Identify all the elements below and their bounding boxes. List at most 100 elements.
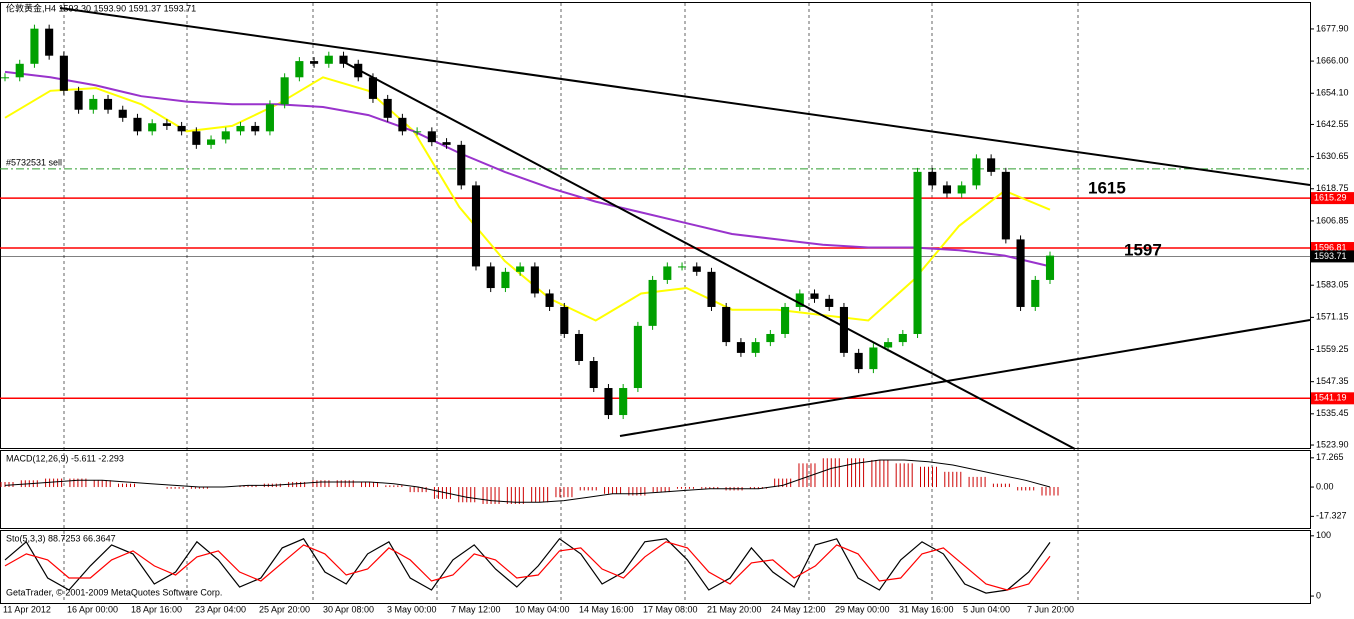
x-tick-label: 10 May 04:00 bbox=[515, 604, 570, 614]
candle bbox=[398, 117, 407, 132]
candle bbox=[59, 55, 68, 91]
price-label-box bbox=[1311, 192, 1354, 205]
candle bbox=[280, 77, 289, 105]
candle bbox=[942, 185, 952, 194]
candle bbox=[648, 279, 657, 326]
candle bbox=[89, 98, 98, 110]
x-tick-label: 3 May 00:00 bbox=[387, 604, 437, 614]
candle bbox=[957, 185, 966, 194]
x-tick-label: 23 Apr 04:00 bbox=[195, 604, 246, 614]
stoch-title: Sto(5,3,3) 88.7253 66.3647 bbox=[6, 533, 116, 543]
candle bbox=[928, 171, 937, 186]
candle bbox=[192, 131, 201, 145]
candle bbox=[1001, 171, 1010, 240]
candle bbox=[869, 347, 878, 370]
candle bbox=[295, 61, 304, 78]
candle bbox=[324, 55, 333, 64]
x-tick-label: 21 May 20:00 bbox=[707, 604, 762, 614]
price-label: 1541.19 bbox=[1314, 393, 1347, 403]
candle bbox=[810, 293, 819, 299]
y-tick-label: 1642.55 bbox=[1316, 119, 1349, 129]
candle bbox=[633, 325, 642, 389]
footer: GetaTrader, © 2001-2009 MetaQuotes Softw… bbox=[6, 587, 222, 597]
y-tick-label: 1654.10 bbox=[1316, 88, 1349, 98]
candle bbox=[766, 333, 775, 343]
x-tick-label: 29 May 00:00 bbox=[835, 604, 890, 614]
moving-average bbox=[4, 70, 1051, 268]
candle bbox=[516, 266, 525, 272]
x-tick-label: 7 May 12:00 bbox=[451, 604, 501, 614]
price-label: 1593.71 bbox=[1314, 251, 1347, 261]
y-tick-label: 1618.75 bbox=[1316, 183, 1349, 193]
candle bbox=[751, 342, 760, 353]
candle bbox=[103, 98, 113, 110]
y-tick-label: 1606.85 bbox=[1316, 215, 1349, 225]
candle bbox=[781, 306, 790, 334]
x-tick-label: 5 Jun 04:00 bbox=[963, 604, 1010, 614]
candle bbox=[413, 131, 422, 133]
x-tick-label: 31 May 16:00 bbox=[899, 604, 954, 614]
price-label-box bbox=[1311, 250, 1354, 263]
candle bbox=[45, 28, 54, 56]
stoch-line bbox=[4, 541, 1051, 591]
annotation: 1597 bbox=[1124, 240, 1162, 259]
candle bbox=[1045, 255, 1055, 280]
candle bbox=[486, 266, 495, 289]
candle bbox=[898, 333, 907, 343]
trend-line bbox=[59, 7, 1311, 186]
candle bbox=[707, 271, 716, 307]
annotation: 1615 bbox=[1088, 178, 1126, 197]
candle bbox=[722, 306, 731, 343]
x-tick-label: 24 May 12:00 bbox=[771, 604, 826, 614]
candle bbox=[619, 388, 628, 416]
candle bbox=[604, 388, 613, 416]
frame bbox=[0, 2, 1311, 604]
y-tick-label: 1559.25 bbox=[1316, 344, 1349, 354]
header: 伦敦黄金,H4 1593.30 1593.90 1591.37 1593.71 bbox=[6, 2, 196, 13]
candle bbox=[251, 125, 260, 132]
macd-panel bbox=[0, 450, 1311, 529]
y-tick-label: 1677.90 bbox=[1316, 23, 1349, 33]
y-tick-label: 0 bbox=[1316, 590, 1321, 600]
candle bbox=[148, 123, 157, 132]
candle bbox=[1031, 279, 1040, 307]
order-label: #5732531 sell bbox=[6, 157, 62, 167]
candle bbox=[133, 117, 142, 132]
candle bbox=[692, 266, 701, 272]
stoch-panel bbox=[0, 530, 1311, 604]
candle bbox=[972, 158, 981, 186]
y-tick-label: 1571.15 bbox=[1316, 312, 1349, 322]
y-tick-label: 1547.35 bbox=[1316, 376, 1349, 386]
x-tick-label: 16 Apr 00:00 bbox=[67, 604, 118, 614]
plot: 1677.90 1666.00 1654.10 1642.55 1630.65 1618.… bbox=[0, 23, 1354, 614]
candle bbox=[177, 125, 186, 132]
price-label: 1615.29 bbox=[1314, 192, 1347, 202]
candle bbox=[663, 266, 672, 280]
price-label-box bbox=[1311, 392, 1354, 405]
vertical-grid bbox=[63, 3, 1079, 603]
candle bbox=[987, 158, 996, 172]
y-tick-label: 1666.00 bbox=[1316, 55, 1349, 65]
y-tick-label: 1583.05 bbox=[1316, 280, 1349, 290]
candle bbox=[427, 131, 436, 143]
candle bbox=[383, 98, 392, 118]
x-tick-label: 14 May 16:00 bbox=[579, 604, 634, 614]
candle bbox=[589, 360, 598, 389]
candle bbox=[913, 171, 922, 334]
candle bbox=[118, 109, 127, 118]
candle bbox=[825, 298, 834, 307]
y-tick-label: 1523.90 bbox=[1316, 439, 1349, 449]
candle bbox=[221, 131, 230, 140]
candle bbox=[30, 28, 39, 64]
candle bbox=[15, 63, 24, 78]
macd-title: MACD(12,26,9) -5.611 -2.293 bbox=[6, 453, 124, 463]
x-tick-label: 18 Apr 16:00 bbox=[131, 604, 182, 614]
trend-line bbox=[619, 319, 1311, 437]
price-label: 1596.81 bbox=[1314, 242, 1347, 252]
y-tick-label: 0.00 bbox=[1316, 481, 1334, 491]
candle bbox=[368, 77, 378, 99]
candle bbox=[530, 266, 539, 294]
y-tick-label: 1630.65 bbox=[1316, 151, 1349, 161]
candle bbox=[0, 77, 10, 79]
